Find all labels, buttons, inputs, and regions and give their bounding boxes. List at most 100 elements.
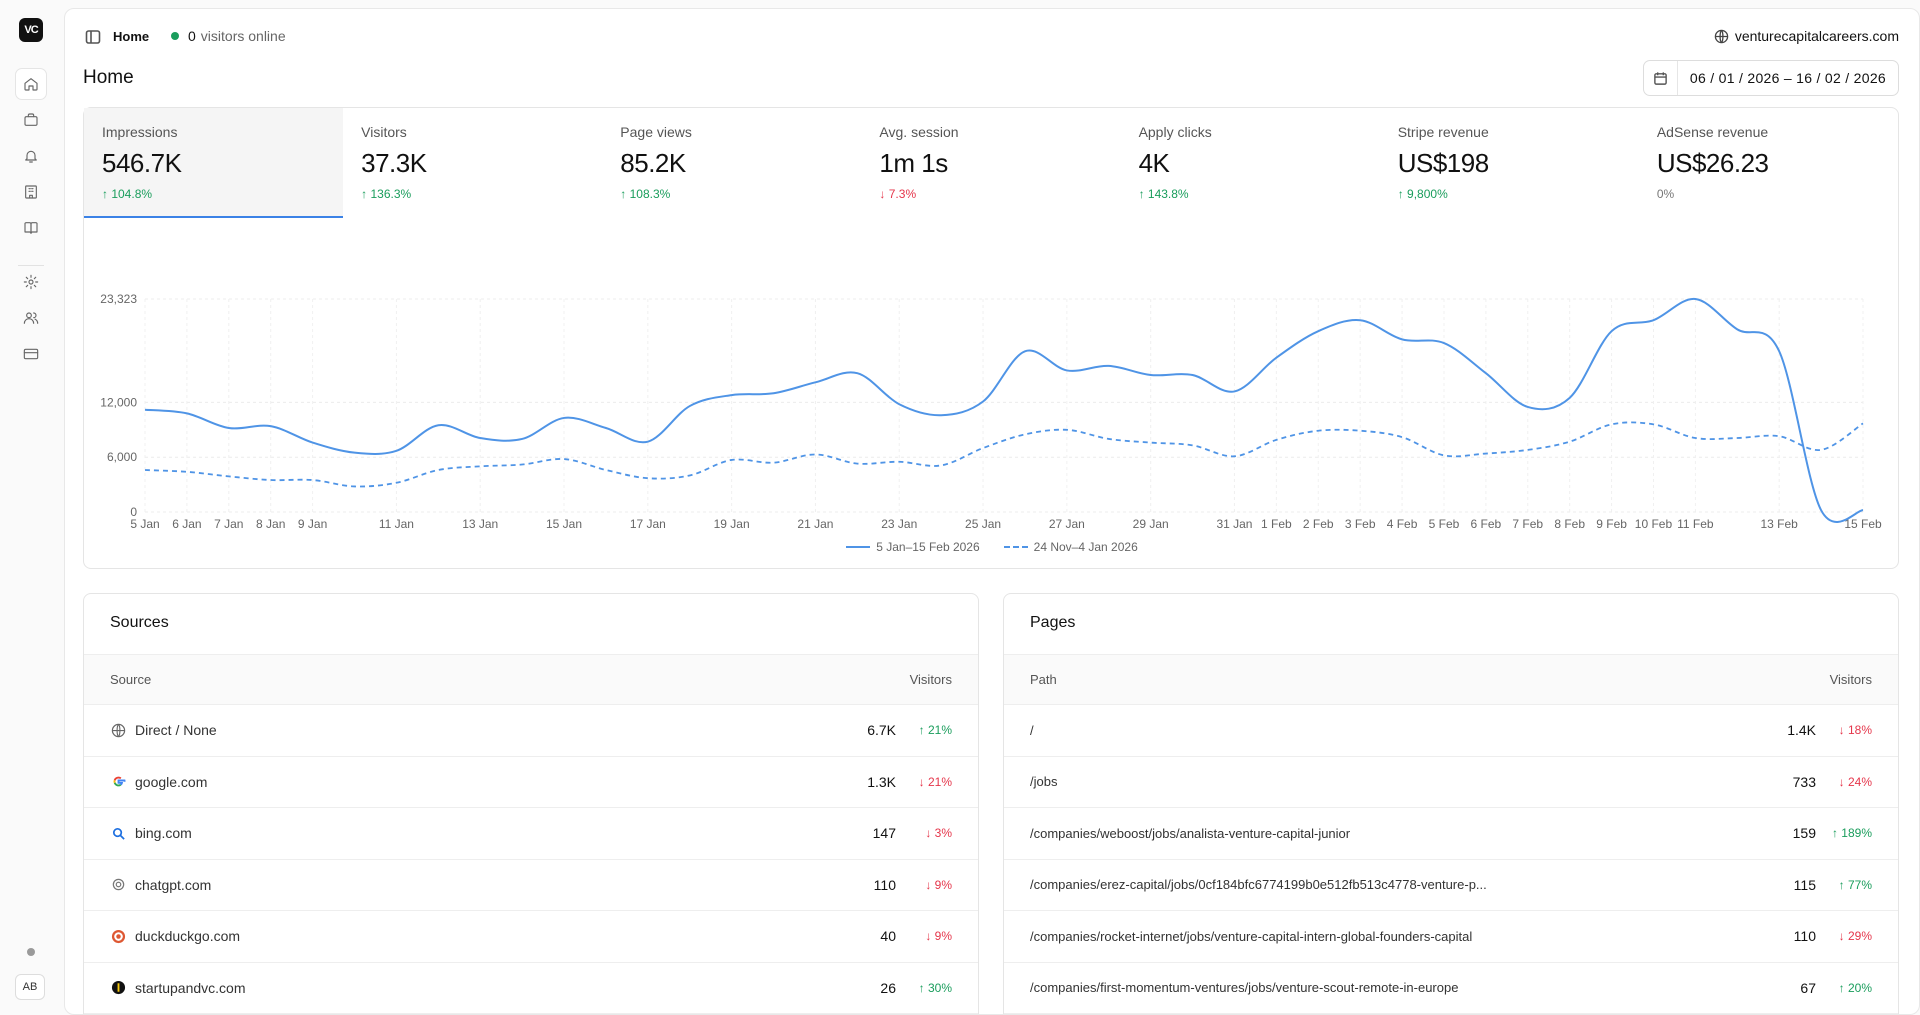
x-tick-label: 1 Feb (1261, 517, 1292, 531)
x-tick-label: 27 Jan (1049, 517, 1085, 531)
duckduckgo-icon (110, 928, 126, 944)
line-chart: 23,323 12,000 6,000 0 5 Jan 6 Jan 7 Jan 8 Jan 9 … (84, 218, 1900, 568)
x-tick-label: 15 Feb (1844, 517, 1882, 531)
source-name[interactable]: google.com (135, 773, 208, 790)
legend-item-current[interactable]: 5 Jan–15 Feb 2026 (846, 540, 980, 554)
nav-jobs[interactable] (15, 104, 47, 136)
kpi-tab-visitors[interactable]: Visitors 37.3K ↑ 136.3% (343, 108, 602, 218)
page-path[interactable]: /companies/weboost/jobs/analista-venture… (1030, 825, 1351, 841)
legend-label: 5 Jan–15 Feb 2026 (876, 540, 980, 554)
table-row[interactable]: /jobs 733 ↓ 24% (1004, 757, 1898, 808)
change-delta: ↓ 24% (1838, 774, 1872, 789)
x-tick-label: 21 Jan (797, 517, 833, 531)
google-icon (110, 774, 126, 790)
sidebar-toggle-button[interactable] (85, 29, 101, 45)
x-tick-label: 7 Feb (1512, 517, 1543, 531)
kpi-delta: ↑ 104.8% (102, 187, 153, 201)
nav-settings[interactable] (15, 266, 47, 298)
table-row[interactable]: startupandvc.com 26 ↑ 30% (84, 963, 978, 1014)
date-range-text[interactable]: 06 / 01 / 2026 – 16 / 02 / 2026 (1689, 70, 1886, 86)
col-source[interactable]: Source (110, 672, 152, 687)
date-range-picker[interactable]: 06 / 01 / 2026 – 16 / 02 / 2026 (1642, 60, 1899, 96)
x-tick-label: 4 Feb (1387, 517, 1418, 531)
kpi-label: Avg. session (879, 124, 959, 140)
source-name[interactable]: chatgpt.com (135, 876, 212, 893)
source-name[interactable]: duckduckgo.com (135, 928, 241, 945)
kpi-tab-impressions[interactable]: Impressions 546.7K ↑ 104.8% (84, 108, 344, 218)
kpi-delta: ↑ 9,800% (1397, 187, 1448, 201)
table-row[interactable]: bing.com 147 ↓ 3% (84, 808, 978, 860)
series-line-current (144, 297, 1864, 523)
y-tick-label: 12,000 (100, 395, 137, 409)
table-row[interactable]: /companies/first-momentum-ventures/jobs/… (1004, 963, 1898, 1014)
table-row[interactable]: Direct / None 6.7K ↑ 21% (84, 705, 978, 757)
change-delta: ↓ 3% (925, 826, 952, 841)
metrics-card: Impressions 546.7K ↑ 104.8% Visitors 37.3K ↑ … (83, 107, 1899, 569)
nav-companies[interactable] (15, 176, 47, 208)
kpi-tab-page-views[interactable]: Page views 85.2K ↑ 108.3% (602, 108, 861, 218)
table-row[interactable]: /companies/erez-capital/jobs/0cf184bfc67… (1004, 860, 1898, 911)
table-row[interactable]: /companies/weboost/jobs/analista-venture… (1004, 808, 1898, 860)
table-row[interactable]: google.com 1.3K ↓ 21% (84, 757, 978, 808)
app-logo[interactable]: VC (19, 18, 43, 42)
kpi-tab-stripe-revenue[interactable]: Stripe revenue US$198 ↑ 9,800% (1380, 108, 1639, 218)
series-line-previous (144, 421, 1864, 488)
y-tick-label: 6,000 (107, 450, 137, 464)
table-row[interactable]: /companies/rocket-internet/jobs/venture-… (1004, 911, 1898, 963)
site-domain: venturecapitalcareers.com (1734, 28, 1899, 44)
kpi-tabs: Impressions 546.7K ↑ 104.8% Visitors 37.3K ↑ … (84, 108, 1898, 218)
kpi-label: Apply clicks (1138, 124, 1212, 140)
nav-alerts[interactable] (15, 140, 47, 172)
pages-rows: / 1.4K ↓ 18% /jobs 733 ↓ 24% /companies/weboos… (1004, 705, 1898, 1014)
nav-docs[interactable] (15, 212, 47, 244)
online-indicator: 0 visitors online (171, 28, 286, 44)
top-bar: Home 0 visitors online venturecapitalcar… (65, 9, 1919, 63)
visitor-count: 67 (1800, 979, 1816, 996)
page-path[interactable]: / (1030, 722, 1034, 738)
avatar[interactable]: AB (15, 974, 45, 1000)
source-name[interactable]: bing.com (135, 825, 192, 842)
chatgpt-icon (110, 877, 126, 893)
kpi-value: 1m 1s (879, 148, 948, 178)
table-row[interactable]: duckduckgo.com 40 ↓ 9% (84, 911, 978, 963)
nav-billing[interactable] (15, 338, 47, 370)
nav-home[interactable] (15, 68, 47, 100)
calendar-button[interactable] (1644, 61, 1678, 95)
x-tick-label: 13 Feb (1761, 517, 1799, 531)
x-tick-label: 6 Feb (1471, 517, 1502, 531)
briefcase-icon (24, 113, 38, 126)
kpi-label: Impressions (102, 124, 178, 140)
change-delta: ↓ 18% (1838, 723, 1872, 738)
kpi-value: 4K (1138, 148, 1170, 178)
x-tick-label: 5 Jan (130, 517, 159, 531)
nav-users[interactable] (15, 302, 47, 334)
kpi-tab-adsense-revenue[interactable]: AdSense revenue US$26.23 0% (1639, 108, 1898, 218)
page-path[interactable]: /companies/first-momentum-ventures/jobs/… (1030, 980, 1459, 996)
kpi-tab-avg-session[interactable]: Avg. session 1m 1s ↓ 7.3% (861, 108, 1120, 218)
breadcrumb[interactable]: Home (113, 29, 150, 44)
rail-divider (18, 265, 44, 266)
source-name[interactable]: startupandvc.com (135, 979, 246, 996)
kpi-delta: 0% (1656, 187, 1675, 201)
col-visitors[interactable]: Visitors (1829, 672, 1872, 687)
page-path[interactable]: /companies/rocket-internet/jobs/venture-… (1030, 928, 1473, 944)
col-visitors[interactable]: Visitors (909, 672, 952, 687)
chart-legend: 5 Jan–15 Feb 2026 24 Nov–4 Jan 2026 (84, 540, 1900, 554)
source-name[interactable]: Direct / None (135, 722, 217, 739)
table-row[interactable]: chatgpt.com 110 ↓ 9% (84, 860, 978, 911)
page-path[interactable]: /jobs (1030, 774, 1058, 790)
x-tick-label: 3 Feb (1345, 517, 1376, 531)
kpi-tab-apply-clicks[interactable]: Apply clicks 4K ↑ 143.8% (1121, 108, 1380, 218)
visitor-count: 110 (1793, 928, 1816, 945)
sources-rows: Direct / None 6.7K ↑ 21% google.com 1.3K ↓ 21… (84, 705, 978, 1014)
table-row[interactable]: / 1.4K ↓ 18% (1004, 705, 1898, 757)
kpi-value: US$198 (1397, 148, 1489, 178)
legend-item-previous[interactable]: 24 Nov–4 Jan 2026 (1003, 540, 1138, 554)
x-tick-label: 31 Jan (1216, 517, 1252, 531)
site-selector[interactable]: venturecapitalcareers.com (1714, 28, 1899, 44)
col-path[interactable]: Path (1030, 672, 1057, 687)
page-path[interactable]: /companies/erez-capital/jobs/0cf184bfc67… (1030, 877, 1487, 893)
visitor-count: 40 (880, 928, 896, 945)
x-tick-label: 11 Jan (379, 517, 414, 531)
left-rail: VC AB (0, 0, 62, 1007)
